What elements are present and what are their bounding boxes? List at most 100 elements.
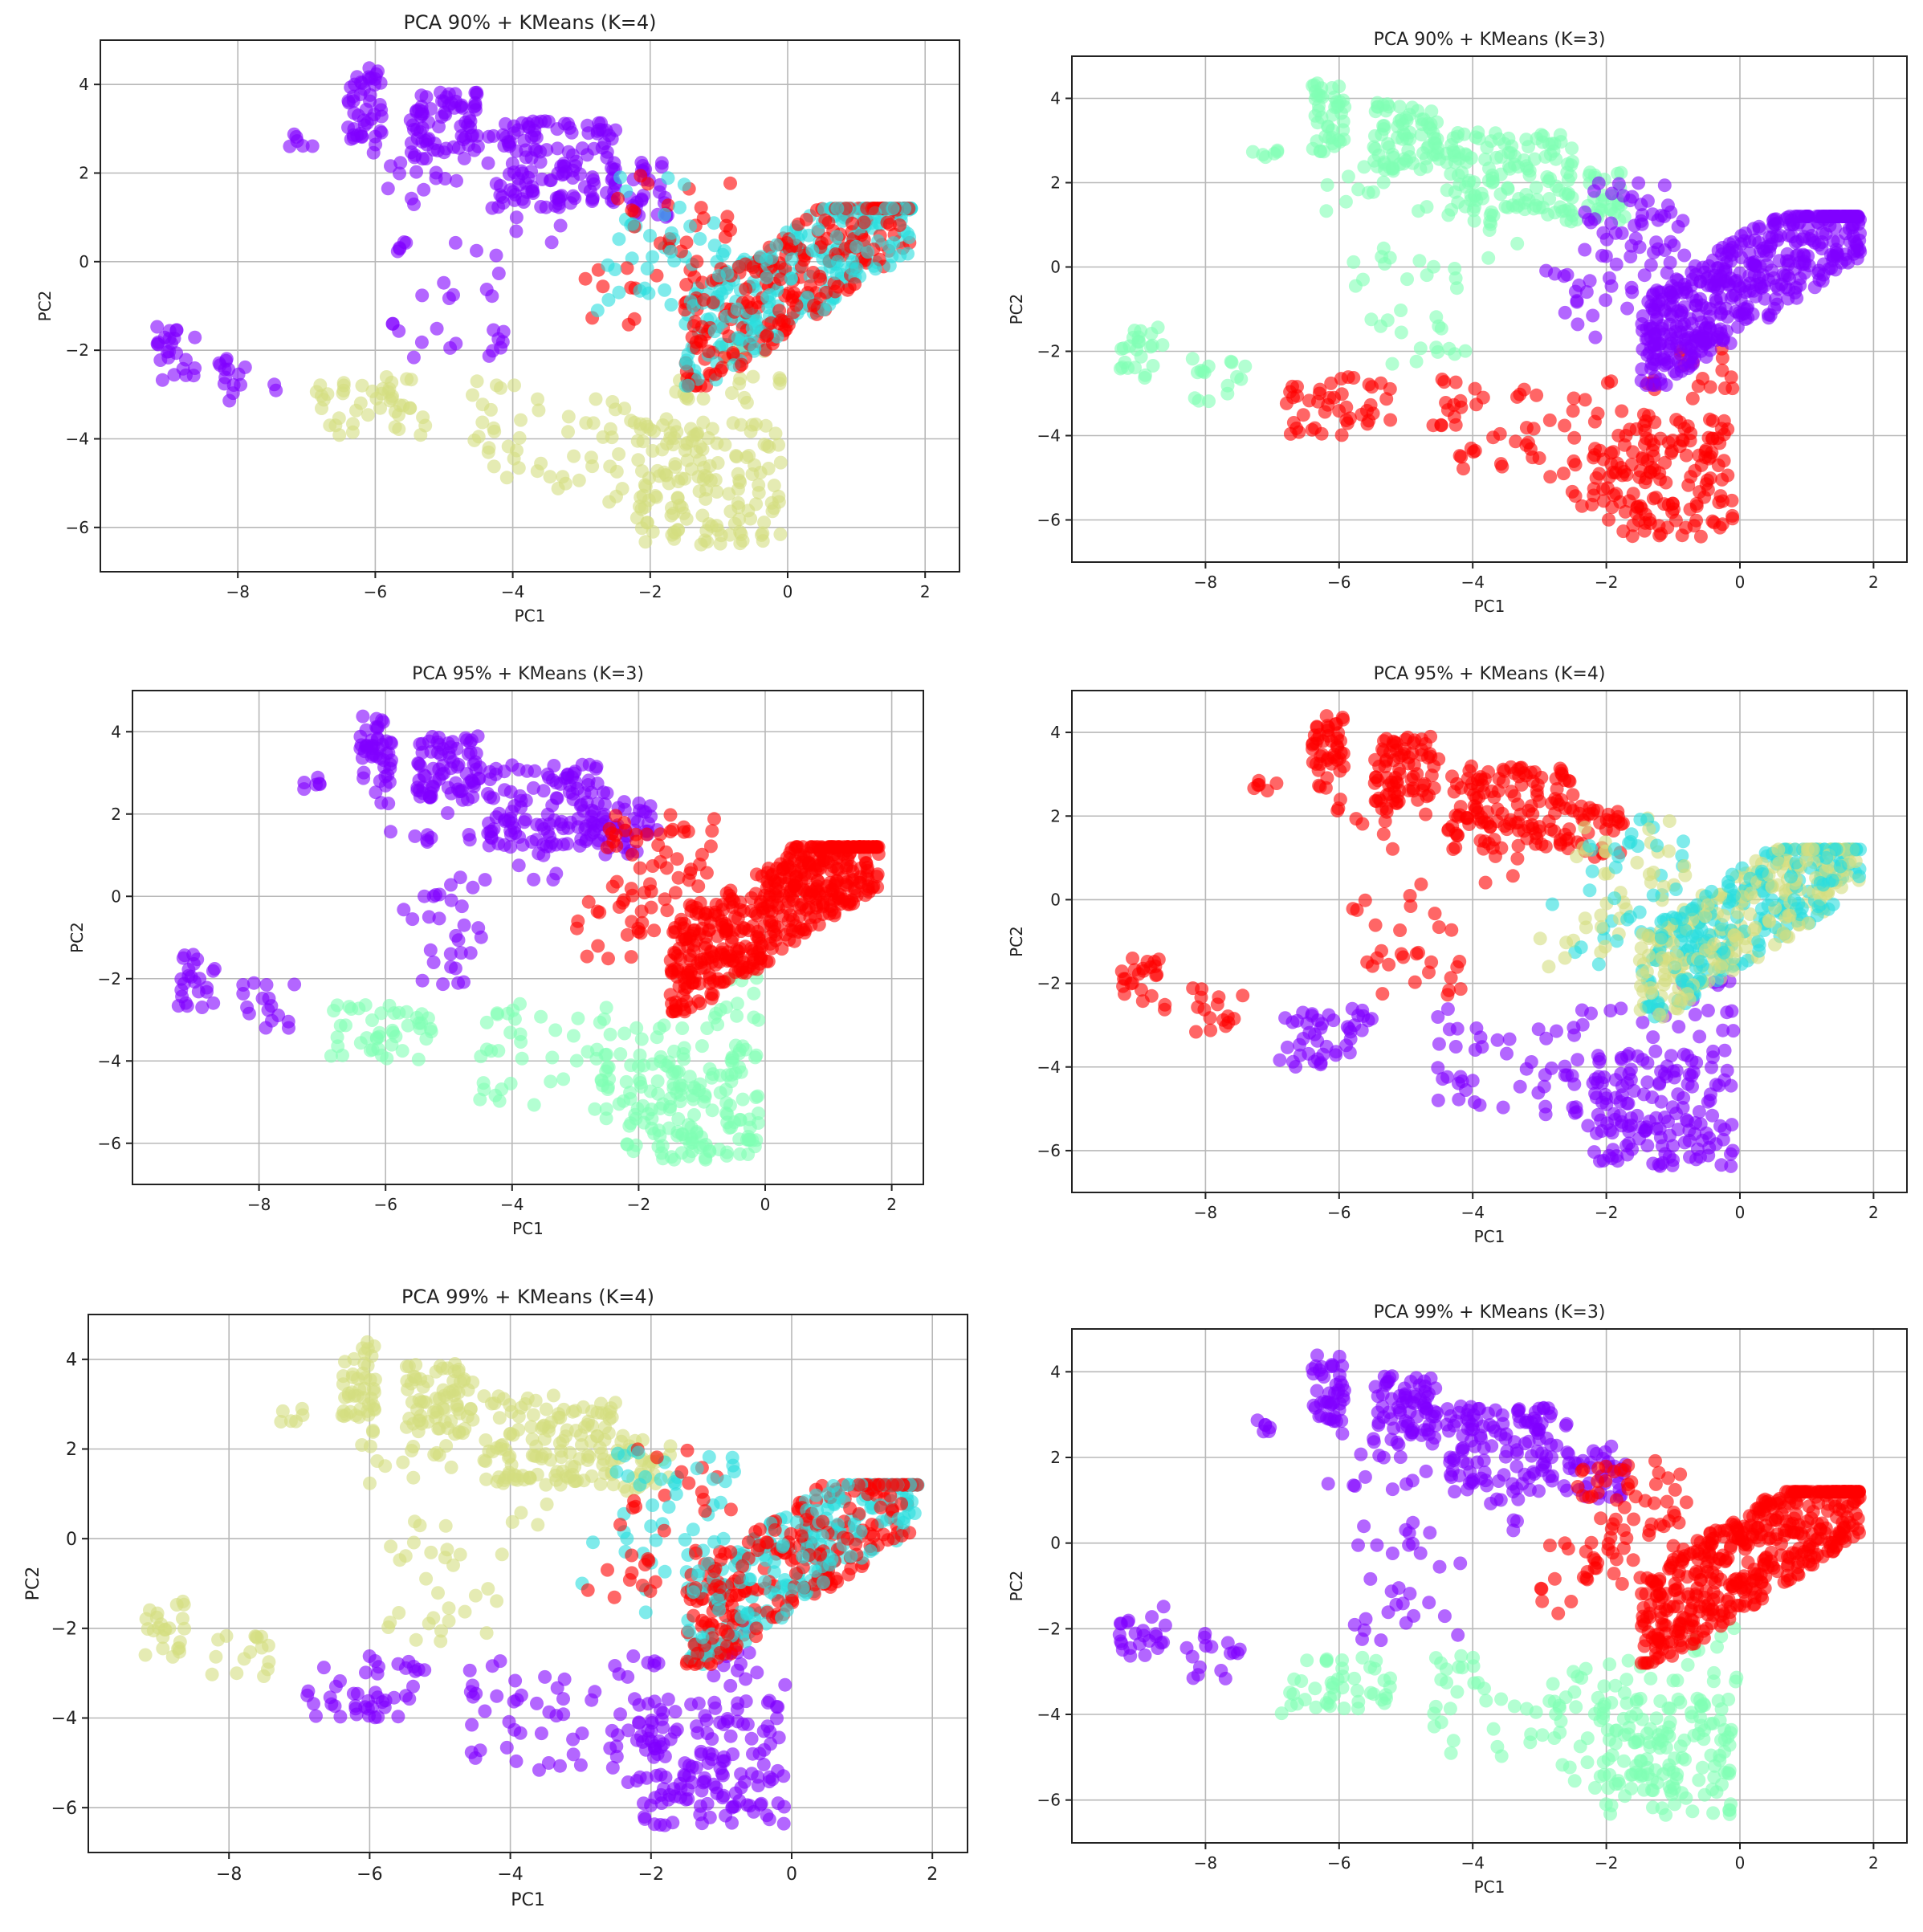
data-point: [1685, 903, 1699, 917]
data-point: [374, 125, 389, 140]
data-point: [781, 914, 796, 928]
data-point: [406, 350, 421, 365]
data-point: [466, 388, 479, 402]
data-point: [1135, 994, 1150, 1009]
data-point: [624, 950, 638, 964]
data-point: [1519, 132, 1534, 147]
data-point: [1703, 412, 1717, 426]
data-point: [1383, 413, 1398, 427]
data-point: [658, 207, 672, 222]
data-point: [764, 316, 778, 330]
x-tick-label: 2: [886, 1195, 897, 1214]
data-point: [708, 367, 723, 381]
data-point: [1655, 1139, 1669, 1153]
data-point: [1688, 1008, 1702, 1021]
data-point: [167, 368, 181, 382]
data-point: [1509, 434, 1523, 449]
data-point: [1451, 195, 1465, 210]
data-point: [446, 140, 461, 154]
data-point: [1542, 413, 1557, 427]
data-point: [1826, 897, 1840, 911]
data-point: [534, 456, 548, 471]
data-point: [660, 903, 674, 918]
x-tick-label: 0: [760, 1195, 771, 1214]
data-point: [1611, 805, 1625, 819]
data-point: [1642, 1115, 1656, 1128]
data-point: [1472, 790, 1486, 805]
data-point: [1685, 1079, 1699, 1094]
plot-frame: [132, 690, 924, 1185]
data-point: [813, 269, 827, 283]
data-point: [789, 298, 804, 312]
data-point: [472, 772, 487, 785]
data-point: [630, 434, 645, 448]
data-point: [710, 485, 724, 499]
data-point: [839, 861, 854, 875]
data-point: [1510, 236, 1525, 251]
data-point: [363, 94, 377, 108]
data-point: [1428, 907, 1442, 921]
data-point: [625, 847, 639, 862]
data-point: [1365, 959, 1379, 973]
data-point: [1567, 391, 1581, 406]
data-point: [458, 130, 472, 145]
y-tick-label: −4: [98, 1051, 121, 1070]
data-point: [674, 997, 689, 1012]
data-point: [478, 873, 492, 887]
x-tick-label: −2: [627, 1195, 650, 1214]
data-point: [186, 956, 201, 971]
data-point: [1669, 367, 1684, 381]
data-point: [1114, 964, 1129, 979]
data-point: [1131, 967, 1146, 981]
data-point: [468, 96, 483, 110]
data-point: [1752, 944, 1766, 958]
data-point: [599, 1001, 613, 1015]
data-point: [1563, 204, 1578, 218]
data-point: [501, 135, 515, 149]
data-point: [687, 1080, 701, 1094]
data-point: [1684, 470, 1698, 484]
data-point: [1375, 944, 1388, 958]
data-point: [434, 110, 449, 124]
data-point: [544, 173, 558, 187]
data-point: [641, 177, 655, 191]
data-point: [1666, 1139, 1680, 1153]
data-point: [487, 459, 501, 474]
y-tick-label: 0: [79, 252, 89, 271]
data-point: [1376, 827, 1391, 842]
y-axis-label: PC2: [1007, 294, 1026, 325]
data-point: [830, 202, 845, 216]
data-point: [1386, 148, 1399, 161]
data-point: [1444, 923, 1459, 937]
data-point: [1809, 210, 1823, 223]
chart-panel-pca90-k4: −8 −6 −4 −2 0 2 −6 −4 −2 0 2 4 PCA 90% + KMeans (K=4…: [16, 0, 972, 634]
data-point: [665, 964, 679, 979]
data-point: [566, 1029, 581, 1043]
data-point: [590, 126, 605, 141]
data-point: [316, 393, 331, 407]
data-point: [401, 1018, 415, 1033]
data-point: [1807, 235, 1822, 250]
data-point: [369, 785, 383, 800]
data-point: [737, 390, 752, 405]
data-point: [1658, 455, 1672, 470]
data-point: [694, 335, 708, 348]
data-point: [1671, 273, 1685, 287]
data-point: [690, 255, 704, 269]
data-point: [403, 401, 418, 415]
data-point: [1588, 1072, 1603, 1086]
data-point: [570, 921, 584, 935]
data-point: [1377, 734, 1391, 748]
data-point: [305, 139, 320, 153]
data-point: [474, 930, 488, 944]
data-point: [773, 527, 788, 541]
data-point: [626, 1144, 641, 1159]
data-point: [1652, 466, 1667, 480]
data-point: [704, 987, 719, 1001]
data-point: [1526, 202, 1541, 216]
data-point: [1765, 893, 1779, 907]
data-point: [1325, 81, 1339, 95]
data-point: [561, 116, 575, 131]
x-tick-label: −8: [226, 582, 249, 601]
data-point: [1377, 122, 1391, 137]
